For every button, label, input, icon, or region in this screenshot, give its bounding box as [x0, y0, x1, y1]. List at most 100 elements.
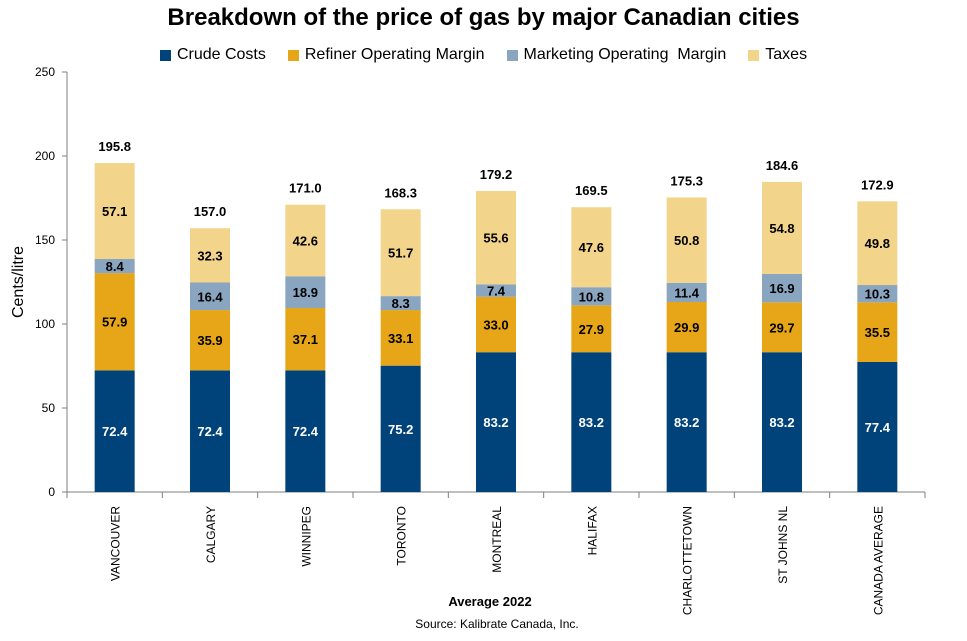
- bar-segment-label: 8.3: [392, 296, 410, 311]
- y-tick-label: 50: [42, 401, 56, 415]
- legend-swatch-refiner-margin: [287, 49, 299, 61]
- legend-item-taxes: Taxes: [748, 46, 807, 64]
- bar-segment: [857, 361, 898, 492]
- bar-segment: [380, 365, 421, 492]
- y-tick-label: 200: [35, 149, 55, 163]
- bar-segment: [380, 209, 421, 297]
- bar-segment-label: 57.1: [102, 204, 127, 219]
- legend-label-marketing-margin: Marketing Operating Margin: [523, 46, 727, 63]
- bar-segment: [94, 163, 135, 259]
- bar-segment-label: 27.9: [579, 322, 604, 337]
- bar-segment: [666, 352, 707, 492]
- bar-segment-label: 83.2: [483, 415, 508, 430]
- x-category-label: VANCOUVER: [109, 506, 123, 581]
- bar-segment-label: 83.2: [579, 415, 604, 430]
- x-category-label: WINNIPEG: [299, 506, 313, 567]
- bar-segment: [190, 282, 230, 311]
- legend-swatch-crude-costs: [159, 49, 171, 61]
- bar-segment-label: 29.9: [674, 320, 699, 335]
- x-category-label: TORONTO: [395, 506, 409, 566]
- bar-total-label: 157.0: [194, 204, 227, 219]
- bar-segment-label: 16.4: [197, 289, 223, 304]
- legend-swatch-taxes: [748, 49, 760, 61]
- source-note: Source: Kalibrate Canada, Inc.: [415, 617, 579, 631]
- bar-segment: [190, 228, 230, 283]
- x-category-label: MONTREAL: [490, 506, 504, 573]
- bar-segment: [571, 352, 612, 492]
- bar-segment: [857, 302, 898, 362]
- bar-segment: [380, 310, 421, 366]
- bar-segment-label: 29.7: [769, 320, 794, 335]
- y-tick-label: 250: [35, 65, 55, 79]
- bar-segment: [476, 190, 516, 285]
- bar-segment-label: 72.4: [293, 424, 319, 439]
- legend-label-refiner-margin: Refiner Operating Margin: [304, 46, 485, 63]
- bar-segment: [762, 352, 802, 492]
- bar-segment: [571, 305, 612, 353]
- bar-segment-label: 51.7: [388, 246, 413, 261]
- bar-total-label: 168.3: [384, 185, 417, 200]
- bar-segment-label: 42.6: [293, 234, 318, 249]
- bar-segment-label: 33.0: [483, 318, 508, 333]
- x-category-label: CHARLOTTETOWN: [681, 506, 695, 615]
- legend-item-marketing-margin: Marketing Operating Margin: [506, 46, 727, 64]
- bar-segment: [762, 273, 802, 303]
- bar-total-label: 179.2: [480, 167, 513, 182]
- bar-segment-label: 54.8: [769, 221, 794, 236]
- legend-swatch-marketing-margin: [506, 49, 518, 61]
- bar-segment: [762, 302, 802, 353]
- bar-total-label: 169.5: [575, 183, 608, 198]
- bar-segment-label: 16.9: [769, 281, 794, 296]
- bar-segment-label: 47.6: [579, 240, 604, 255]
- bar-segment: [666, 197, 707, 283]
- bar-segment: [571, 207, 612, 288]
- bar-segment: [666, 282, 707, 302]
- y-tick-label: 150: [35, 233, 55, 247]
- bar-segment: [285, 370, 326, 492]
- bar-segment: [857, 201, 898, 286]
- y-tick-label: 0: [48, 485, 55, 499]
- bar-segment: [476, 296, 516, 353]
- bar-segment: [285, 308, 326, 371]
- chart-title: Breakdown of the price of gas by major C…: [167, 4, 800, 31]
- bar-segment: [94, 370, 135, 492]
- bar-segment: [285, 276, 326, 309]
- x-category-label: HALIFAX: [585, 506, 599, 555]
- bar-total-label: 172.9: [861, 177, 894, 192]
- y-tick-label: 100: [35, 317, 55, 331]
- bar-segment-label: 50.8: [674, 233, 699, 248]
- legend: Crude Costs Refiner Operating Margin Mar…: [0, 46, 967, 64]
- bar-total-label: 195.8: [98, 139, 131, 154]
- bar-segment-label: 35.5: [865, 325, 890, 340]
- bar-segment: [190, 370, 230, 492]
- bar-segment-label: 11.4: [674, 285, 699, 300]
- bar-segment-label: 10.8: [579, 289, 604, 304]
- bar-segment: [285, 204, 326, 277]
- bar-segment-label: 83.2: [674, 415, 699, 430]
- bar-segment-label: 72.4: [102, 424, 128, 439]
- bar-segment: [571, 287, 612, 306]
- bar-segment-label: 72.4: [197, 424, 223, 439]
- bar-segment-label: 49.8: [865, 236, 890, 251]
- x-category-label: ST JOHNS NL: [776, 506, 790, 584]
- legend-label-taxes: Taxes: [765, 46, 808, 63]
- bar-segment: [94, 273, 135, 371]
- bar-segment: [762, 181, 802, 274]
- bar-segment-label: 18.9: [293, 285, 318, 300]
- bar-segment: [380, 296, 421, 311]
- legend-item-crude-costs: Crude Costs: [159, 46, 266, 64]
- bar-total-label: 175.3: [670, 173, 703, 188]
- bar-segment-label: 8.4: [106, 259, 125, 274]
- x-axis-caption: Average 2022: [448, 594, 532, 609]
- bar-total-label: 171.0: [289, 181, 322, 196]
- bar-total-label: 184.6: [766, 158, 799, 173]
- bar-segment-label: 83.2: [769, 415, 794, 430]
- bar-segment-label: 33.1: [388, 331, 413, 346]
- bar-segment: [857, 285, 898, 303]
- bar-segment: [94, 258, 135, 274]
- bar-segment: [666, 301, 707, 353]
- bar-segment-label: 57.9: [102, 315, 127, 330]
- bar-segment: [190, 310, 230, 371]
- bar-segment-label: 7.4: [487, 284, 506, 299]
